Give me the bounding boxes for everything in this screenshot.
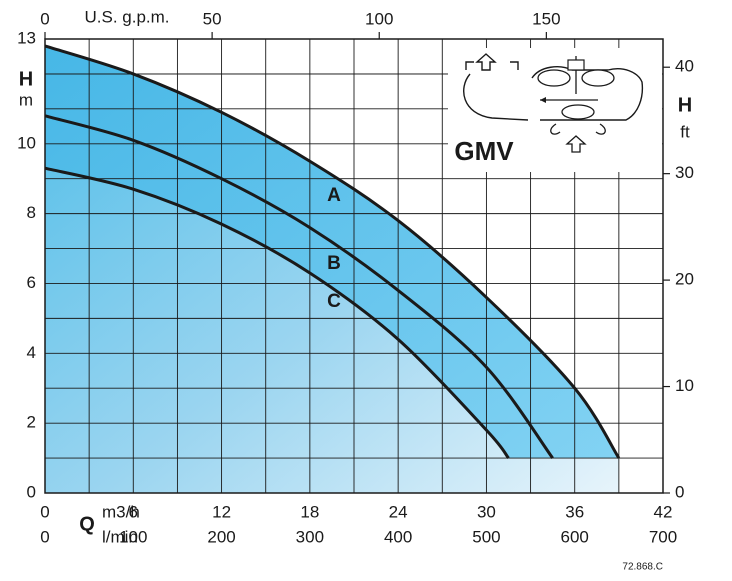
y-left-unit: m	[19, 90, 33, 109]
y-left-tick: 6	[27, 273, 36, 292]
y-left-tick: 10	[17, 133, 36, 152]
y-right-tick: 30	[675, 163, 694, 182]
x-m3h-tick: 42	[654, 502, 673, 521]
y-right-tick: 20	[675, 270, 694, 289]
y-right-unit: ft	[680, 122, 690, 141]
x-m3h-tick: 0	[40, 502, 49, 521]
x-top-tick: 50	[203, 9, 222, 28]
y-left-axis-label: H	[19, 68, 33, 90]
plot-frame	[44, 38, 664, 494]
y-right-axis-label: H	[678, 94, 692, 116]
model-label: GMV	[454, 136, 514, 166]
x-top-tick: 150	[532, 9, 560, 28]
curve-b	[44, 114, 554, 459]
x-top-tick: 0	[40, 9, 49, 28]
y-right-tick: 10	[675, 376, 694, 395]
y-left-tick: 0	[27, 482, 36, 501]
x-lmin-unit: l/min	[102, 527, 138, 546]
y-right-tick: 0	[675, 482, 684, 501]
x-lmin-tick: 0	[40, 527, 49, 546]
curve-label-b: B	[327, 253, 341, 274]
x-lmin-tick: 400	[384, 527, 412, 546]
x-axis-letter: Q	[79, 513, 95, 535]
x-top-axis-label: U.S. g.p.m.	[84, 7, 169, 26]
x-m3h-unit: m3/h	[102, 502, 140, 521]
y-left-tick: 2	[27, 413, 36, 432]
x-m3h-tick: 18	[300, 502, 319, 521]
x-lmin-tick: 600	[561, 527, 589, 546]
curve-label-c: C	[327, 291, 341, 312]
figure-code: 72.868.C	[622, 562, 663, 573]
y-left-tick: 4	[27, 343, 36, 362]
pump-schematic-diagram	[448, 48, 662, 172]
curve-a	[44, 44, 621, 459]
x-lmin-tick: 700	[649, 527, 677, 546]
y-left-tick: 8	[27, 203, 36, 222]
y-right-tick: 40	[675, 57, 694, 76]
x-m3h-tick: 24	[389, 502, 408, 521]
curve-label-a: A	[327, 185, 341, 206]
x-top-tick: 100	[365, 9, 393, 28]
x-m3h-tick: 12	[212, 502, 231, 521]
x-lmin-tick: 300	[296, 527, 324, 546]
x-m3h-tick: 30	[477, 502, 496, 521]
y-left-tick: 13	[17, 28, 36, 47]
x-lmin-tick: 500	[472, 527, 500, 546]
x-lmin-tick: 100	[119, 527, 147, 546]
curve-c	[44, 166, 510, 460]
x-m3h-tick: 6	[129, 502, 138, 521]
x-lmin-tick: 200	[207, 527, 235, 546]
x-m3h-tick: 36	[565, 502, 584, 521]
